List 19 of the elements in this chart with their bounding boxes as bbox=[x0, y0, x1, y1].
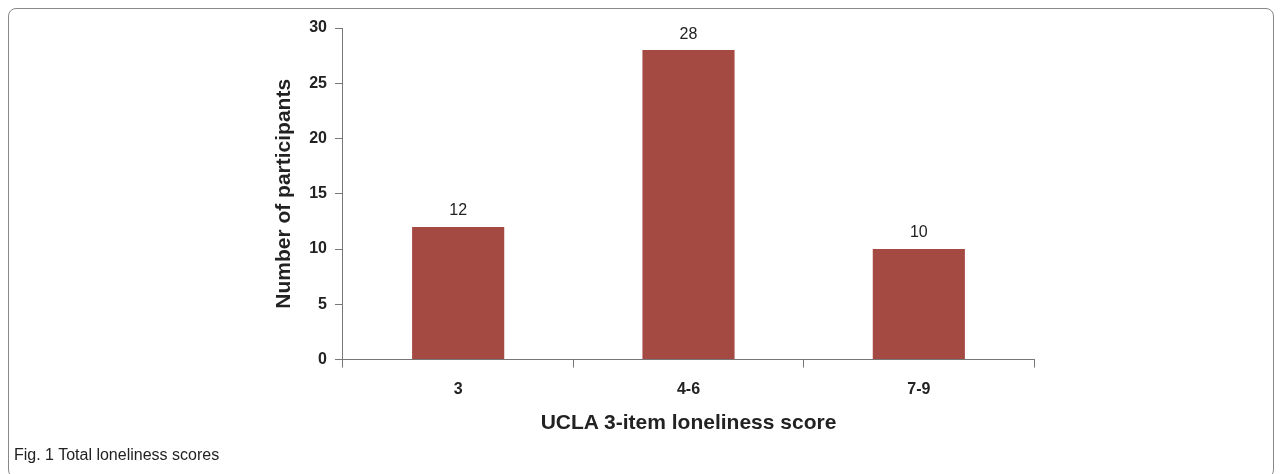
caption: Fig. 1 Total loneliness scores bbox=[14, 446, 220, 464]
x-axis-title: UCLA 3-item loneliness score bbox=[540, 410, 837, 434]
data-label: 12 bbox=[449, 201, 468, 219]
data-label: 10 bbox=[909, 223, 928, 241]
y-tick-label: 5 bbox=[318, 294, 328, 312]
x-tick-label: 3 bbox=[453, 379, 463, 397]
x-tick-label: 7-9 bbox=[907, 379, 931, 397]
bar bbox=[642, 50, 735, 360]
data-label: 28 bbox=[679, 24, 698, 42]
y-tick-label: 30 bbox=[309, 18, 328, 36]
y-tick-label: 15 bbox=[309, 184, 328, 202]
y-tick-label: 10 bbox=[309, 239, 328, 257]
y-tick-label: 20 bbox=[309, 128, 328, 146]
bar bbox=[872, 249, 965, 360]
x-tick-label: 4-6 bbox=[676, 379, 701, 397]
y-axis-title: Number of participants bbox=[271, 78, 295, 309]
y-tick-label: 0 bbox=[318, 350, 328, 368]
y-tick-label: 25 bbox=[309, 73, 328, 91]
bar bbox=[412, 226, 505, 360]
